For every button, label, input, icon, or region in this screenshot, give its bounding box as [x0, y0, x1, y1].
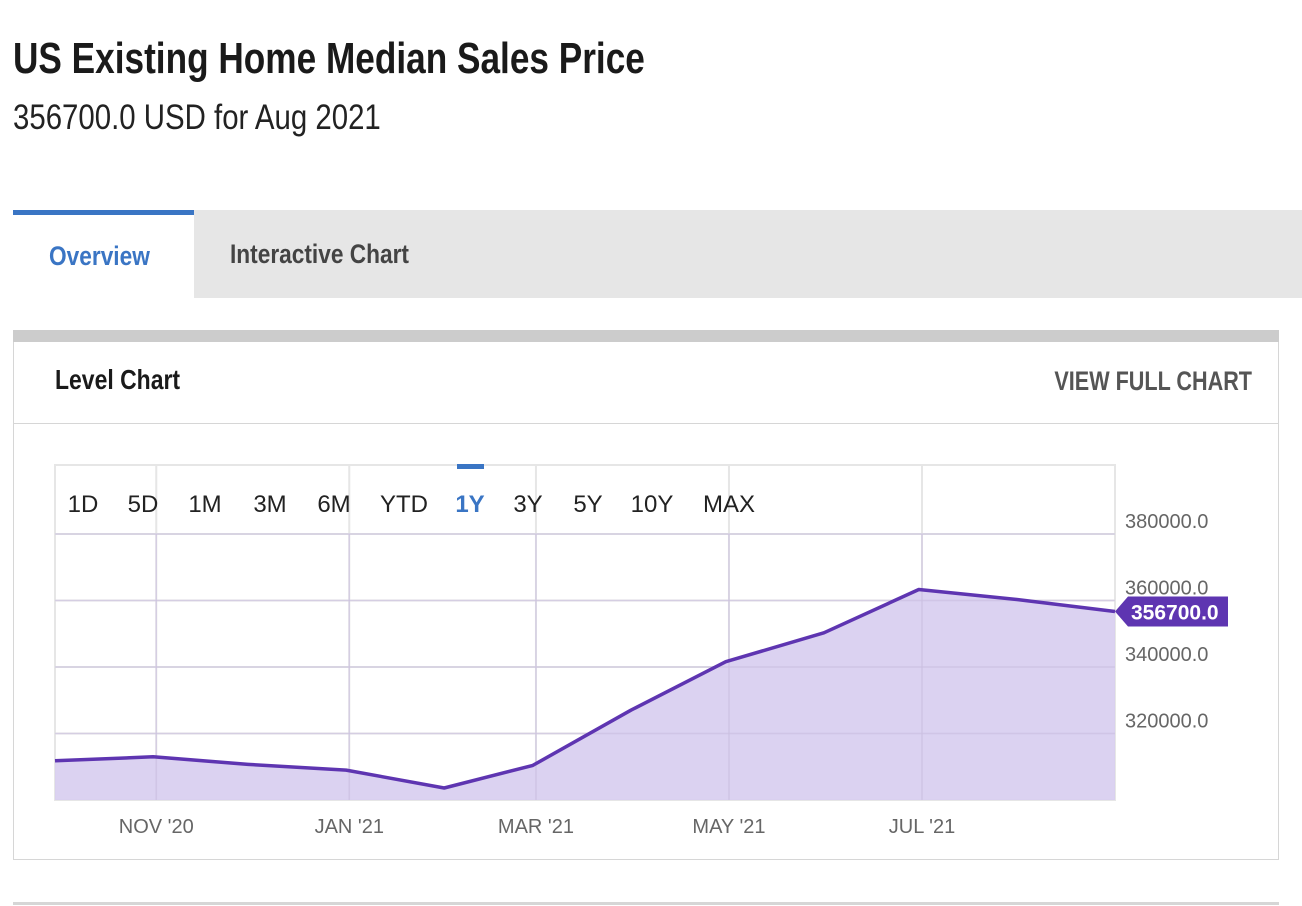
y-tick-label: 340000.0 [1125, 644, 1208, 666]
area-fill [55, 589, 1115, 800]
series-line [54, 587, 1116, 790]
range-button-1d[interactable]: 1D [68, 491, 99, 518]
x-tick-label: JAN '21 [315, 816, 384, 838]
y-tick-label: 320000.0 [1125, 711, 1208, 733]
y-tick-label: 360000.0 [1125, 578, 1208, 600]
range-button-max[interactable]: MAX [703, 491, 755, 518]
range-button-5y[interactable]: 5Y [573, 491, 602, 518]
last-value-label: 356700.0 [1131, 601, 1219, 624]
view-full-chart-link[interactable]: VIEW FULL CHART [1054, 366, 1252, 396]
page-title: US Existing Home Median Sales Price [13, 34, 645, 83]
x-tick-label: MAR '21 [498, 816, 574, 838]
y-tick-label: 380000.0 [1125, 511, 1208, 533]
page-subtitle: 356700.0 USD for Aug 2021 [13, 98, 381, 137]
tab-overview[interactable]: Overview [13, 210, 194, 298]
level-chart-card: Level Chart VIEW FULL CHART [13, 342, 1279, 860]
card-header: Level Chart VIEW FULL CHART [14, 342, 1278, 424]
x-tick-label: NOV '20 [119, 816, 194, 838]
x-tick-label: MAY '21 [692, 816, 765, 838]
divider [13, 902, 1279, 905]
card-title: Level Chart [55, 364, 181, 395]
active-range-indicator [457, 464, 484, 469]
last-value-marker [1115, 596, 1228, 627]
range-button-3m[interactable]: 3M [253, 491, 286, 518]
tab-bar: Overview Interactive Chart [13, 210, 1302, 298]
range-button-6m[interactable]: 6M [317, 491, 350, 518]
x-tick-label: JUL '21 [889, 816, 955, 838]
card-top-bar [13, 330, 1279, 342]
range-button-1m[interactable]: 1M [188, 491, 221, 518]
tab-interactive-chart[interactable]: Interactive Chart [230, 238, 409, 269]
range-button-10y[interactable]: 10Y [631, 491, 674, 518]
range-button-5d[interactable]: 5D [128, 491, 159, 518]
range-button-ytd[interactable]: YTD [380, 491, 428, 518]
range-button-3y[interactable]: 3Y [513, 491, 542, 518]
range-button-1y[interactable]: 1Y [455, 491, 484, 518]
